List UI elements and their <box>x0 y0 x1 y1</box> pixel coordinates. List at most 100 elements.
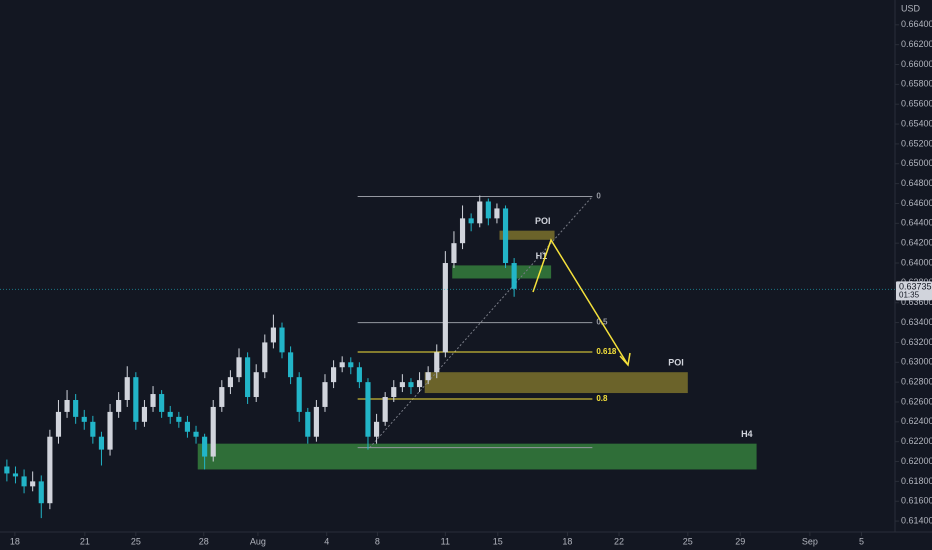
candle-body <box>494 208 500 219</box>
zone <box>499 230 555 240</box>
y-tick-label: 0.64000 <box>901 257 932 267</box>
fib-label: 0.618 <box>596 347 617 356</box>
currency-label: USD <box>901 3 921 13</box>
y-tick-label: 0.66200 <box>901 39 932 49</box>
y-tick-label: 0.62600 <box>901 396 932 406</box>
candle-body <box>21 476 27 487</box>
candle-body <box>459 218 466 244</box>
candle-body <box>219 387 225 407</box>
candle-body <box>116 399 122 412</box>
y-tick-label: 0.63000 <box>901 357 932 367</box>
zone-label: H1 <box>536 251 548 261</box>
candle-body <box>434 352 440 373</box>
zone <box>424 372 688 394</box>
candle-body <box>331 367 337 383</box>
y-tick-label: 0.64200 <box>901 238 932 248</box>
candle-body <box>485 201 491 219</box>
candle-body <box>81 416 87 422</box>
candle-body <box>399 382 405 388</box>
candle-body <box>442 263 448 353</box>
x-tick-label: 25 <box>683 536 693 546</box>
candle-body <box>348 362 354 368</box>
candle-body <box>90 421 96 437</box>
candle-body <box>47 436 53 504</box>
candle-body <box>322 382 328 407</box>
y-tick-label: 0.64600 <box>901 198 932 208</box>
candle-body <box>468 218 474 224</box>
zone <box>452 265 552 279</box>
y-tick-label: 0.61600 <box>901 496 932 506</box>
candle-body <box>296 377 302 412</box>
candle-body <box>425 372 431 381</box>
candle-body <box>107 411 113 450</box>
candle-body <box>98 436 105 450</box>
last-price-badge <box>896 281 932 301</box>
zone-label: POI <box>535 216 551 226</box>
candle-body <box>382 397 388 422</box>
x-tick-label: 29 <box>735 536 745 546</box>
candle-body <box>305 411 311 437</box>
fib-label: 0.8 <box>596 394 608 403</box>
last-price-label: 0.63735 <box>899 282 932 292</box>
y-tick-label: 0.62400 <box>901 416 932 426</box>
candle-body <box>270 327 276 343</box>
y-tick-label: 0.65600 <box>901 99 932 109</box>
candle-body <box>245 357 251 398</box>
countdown-label: 01:35 <box>899 290 920 299</box>
candle-body <box>511 263 517 289</box>
candle-body <box>184 421 191 432</box>
candle-body <box>202 436 208 457</box>
x-tick-label: 18 <box>10 536 20 546</box>
x-tick-label: 21 <box>80 536 90 546</box>
candle-body <box>133 377 139 422</box>
candle-body <box>313 406 319 437</box>
candle-body <box>73 399 79 417</box>
candle-body <box>176 416 182 422</box>
y-tick-label: 0.65800 <box>901 79 932 89</box>
x-tick-label: 11 <box>441 536 450 546</box>
candle-body <box>124 377 130 400</box>
x-tick-label: 22 <box>614 536 624 546</box>
y-tick-label: 0.63400 <box>901 317 932 327</box>
candle-body <box>38 481 44 504</box>
candle-body <box>55 411 62 437</box>
candle-body <box>12 473 19 477</box>
zone-label: H4 <box>741 429 753 439</box>
y-tick-label: 0.65000 <box>901 158 932 168</box>
y-tick-label: 0.62000 <box>901 456 932 466</box>
y-tick-label: 0.64400 <box>901 218 932 228</box>
arrow-head <box>619 352 631 367</box>
candle-body <box>167 411 173 417</box>
candle-body <box>339 362 345 368</box>
fib-label: 0 <box>596 192 601 201</box>
candle-body <box>451 243 457 264</box>
y-tick-label: 0.65200 <box>901 138 932 148</box>
candle-body <box>193 431 199 437</box>
x-tick-label: Sep <box>802 536 818 546</box>
candle-body <box>210 406 216 457</box>
candle-body <box>236 357 242 378</box>
candle-body <box>477 201 483 224</box>
y-tick-label: 0.64800 <box>901 178 932 188</box>
candle-body <box>502 208 509 264</box>
candle-body <box>416 380 423 388</box>
y-tick-label: 0.62200 <box>901 436 932 446</box>
candle-body <box>365 382 371 437</box>
y-tick-label: 0.63600 <box>901 297 932 307</box>
candle-body <box>373 421 380 437</box>
y-tick-label: 0.61400 <box>901 515 932 525</box>
candle-body <box>391 387 397 398</box>
y-tick-label: 0.61800 <box>901 476 932 486</box>
x-tick-label: 8 <box>375 536 380 546</box>
candle-body <box>288 352 294 378</box>
x-tick-label: 28 <box>199 536 209 546</box>
candle-body <box>356 367 362 383</box>
y-tick-label: 0.65400 <box>901 118 932 128</box>
y-tick-label: 0.63200 <box>901 337 932 347</box>
y-tick-label: 0.66400 <box>901 19 932 29</box>
candle-body <box>4 466 10 474</box>
candle-body <box>262 342 268 373</box>
x-tick-label: 25 <box>131 536 141 546</box>
y-tick-label: 0.66000 <box>901 59 932 69</box>
